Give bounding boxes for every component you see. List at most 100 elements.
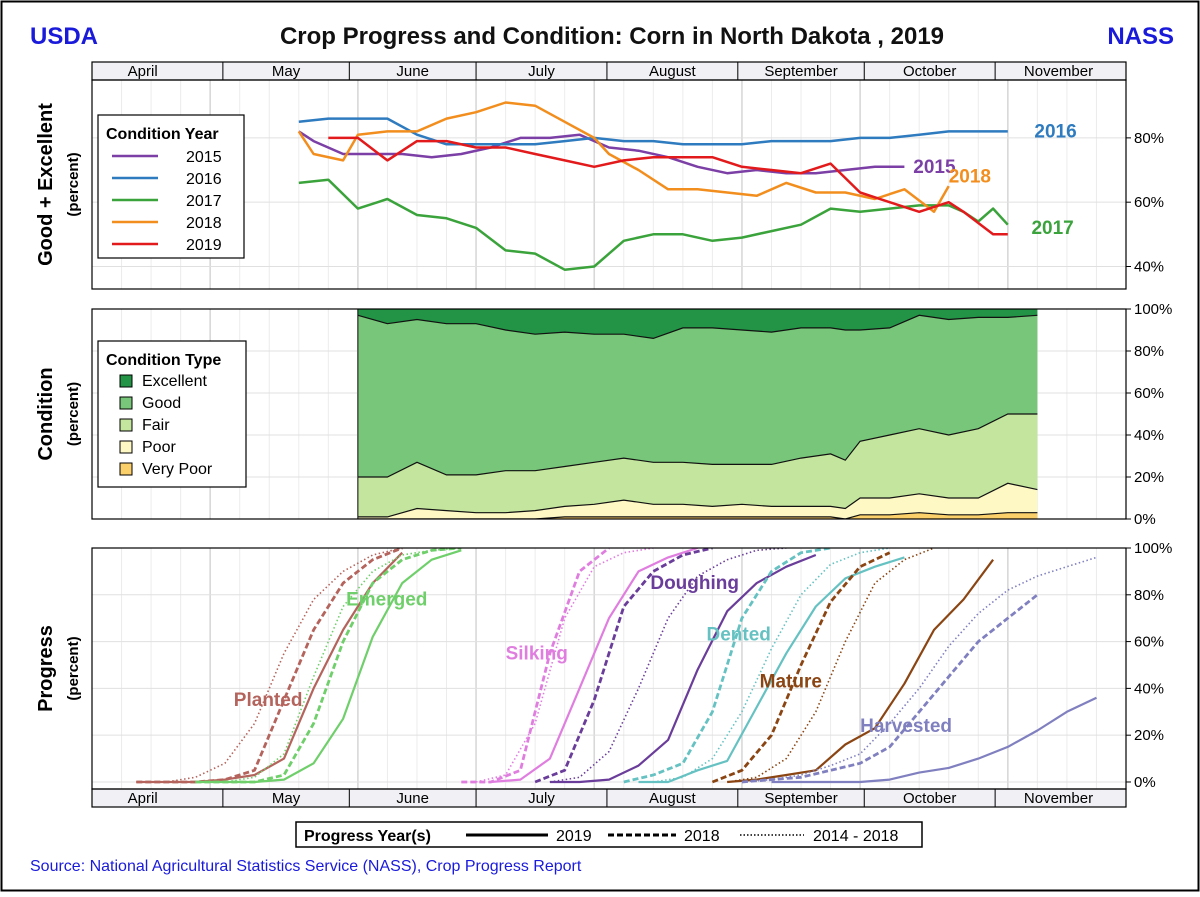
y-tick-label: 80%	[1134, 130, 1164, 147]
legend-label-2018: 2018	[186, 215, 222, 232]
line-series-2019	[328, 136, 1008, 236]
legend-label-good: Good	[142, 395, 181, 412]
panel-background	[92, 548, 1126, 789]
progress-line-planted-2014-2018	[136, 548, 403, 783]
progress-line-emerged-2018	[195, 548, 462, 784]
progress-series	[136, 548, 1097, 784]
progress-year-legend: Progress Year(s) 2019 2018 2014 - 2018	[295, 821, 923, 848]
progress-line-harvested-2018	[741, 593, 1039, 784]
boundary-line-fair-top	[357, 413, 1038, 478]
y-axis-sublabel: (percent)	[65, 636, 82, 700]
y-tick-label: 60%	[1134, 194, 1164, 211]
series-end-label-group: 2017	[1031, 218, 1073, 239]
area-good	[357, 315, 1038, 477]
area-very-poor	[357, 512, 1038, 519]
legend-label-excellent: Excellent	[142, 373, 207, 390]
series-end-label-2017: 2017	[1031, 218, 1073, 239]
stage-label-dented: Dented	[706, 625, 770, 646]
month-label-june: June	[396, 63, 429, 80]
condition-year-series	[297, 101, 1009, 271]
legend-swatch-good	[119, 396, 133, 410]
legend-swatch-excellent	[119, 374, 133, 388]
stage-label-harvested: Harvested	[860, 716, 952, 737]
month-label-may: May	[272, 790, 301, 807]
series-end-label-2016: 2016	[1034, 121, 1076, 142]
stage-label-emerged: Emerged	[346, 589, 427, 610]
stage-label-doughing: Doughing	[650, 573, 739, 594]
usda-logo: USDA	[30, 23, 98, 50]
y-axis-sublabel: (percent)	[65, 152, 82, 216]
y-tick-label: 100%	[1134, 301, 1172, 318]
progress-line-mature-2019	[727, 559, 994, 784]
month-label-july: July	[528, 63, 555, 80]
legend-label-2015: 2015	[186, 149, 222, 166]
source-note: Source: National Agricultural Statistics…	[30, 858, 582, 875]
legend-swatch-very-poor	[119, 462, 133, 476]
month-label-november: November	[1024, 790, 1093, 807]
progress-line-emerged-2014-2018	[195, 548, 462, 783]
progress-line-silking-2018	[461, 548, 610, 784]
y-tick-label: 0%	[1134, 511, 1156, 528]
legend-title: Condition Year	[106, 126, 219, 143]
progress-line-planted-2019	[136, 551, 403, 784]
legend-title: Condition Type	[106, 352, 221, 369]
legend-label-2016: 2016	[186, 171, 222, 188]
condition-area-series	[357, 309, 1038, 519]
y-axis-label: Condition	[35, 367, 57, 460]
month-label-august: August	[649, 63, 697, 80]
legend-label-poor: Poor	[142, 439, 176, 456]
legend-swatch-fair	[119, 418, 133, 432]
stage-label-planted: Planted	[234, 690, 303, 711]
progress-line-harvested-2014-2018	[741, 556, 1097, 783]
panel-frame	[91, 547, 1127, 790]
progress-line-silking-2019	[490, 548, 698, 784]
month-band-bottom	[91, 788, 1127, 808]
series-end-label-group: 2015	[913, 157, 956, 178]
condition-year-legend: Condition Year 2015 2016 2017 2018 2019	[97, 114, 245, 259]
month-label-september: September	[764, 790, 837, 807]
y-tick-label: 20%	[1134, 727, 1164, 744]
axes-layer: April May June July August September October No…	[35, 61, 1172, 808]
y-tick-label: 40%	[1134, 258, 1164, 275]
stage-label-silking: Silking	[506, 643, 568, 664]
progress-line-doughing-2018	[534, 548, 713, 784]
progress-line-dented-2019	[638, 556, 905, 784]
area-excellent	[357, 309, 1038, 339]
month-label-june: June	[396, 790, 429, 807]
legend-label-2018: 2018	[684, 828, 720, 845]
series-end-label-2018: 2018	[949, 166, 991, 187]
legend-label-2019: 2019	[186, 237, 222, 254]
progress-line-planted-2018	[136, 548, 403, 784]
y-axis-label: Good + Excellent	[35, 103, 57, 266]
legend-box	[97, 114, 245, 259]
month-label-september: September	[764, 63, 837, 80]
line-series-2018	[297, 101, 950, 214]
chart-title: Crop Progress and Condition: Corn in Nor…	[280, 23, 944, 50]
month-label-october: October	[903, 63, 956, 80]
condition-area-layer	[357, 309, 1038, 519]
area-poor	[357, 483, 1038, 519]
boundary-line-very-poor_top	[357, 512, 1038, 519]
nass-logo: NASS	[1107, 23, 1174, 50]
month-label-october: October	[903, 790, 956, 807]
y-tick-label: 80%	[1134, 587, 1164, 604]
panel-frame	[91, 308, 1127, 520]
month-label-july: July	[528, 790, 555, 807]
boundary-line-poor-top	[357, 482, 1038, 518]
legend-label-fair: Fair	[142, 417, 170, 434]
month-label-november: November	[1024, 63, 1093, 80]
progress-line-doughing-2019	[549, 553, 817, 784]
series-label-layer: 2015 2016 2017 2018 Planted Emerged Silking Dou…	[234, 121, 1077, 736]
month-band-top	[91, 61, 1127, 81]
line-series-2016	[298, 117, 1008, 146]
series-end-label-group: 2016	[1034, 121, 1076, 142]
legend-label-2017: 2017	[186, 193, 222, 210]
y-tick-label: 60%	[1134, 634, 1164, 651]
month-label-may: May	[272, 63, 301, 80]
progress-line-emerged-2019	[195, 549, 462, 784]
progress-line-harvested-2019	[771, 696, 1097, 784]
y-axis-label: Progress	[35, 625, 57, 712]
y-tick-label: 60%	[1134, 385, 1164, 402]
